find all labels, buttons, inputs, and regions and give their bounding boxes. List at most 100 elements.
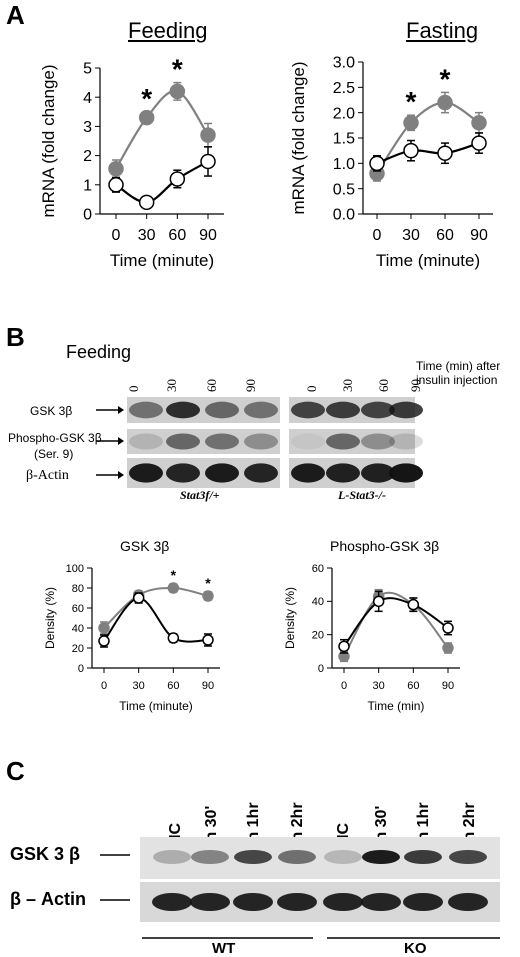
y-tick-label: 80: [72, 583, 84, 595]
blot-band: [166, 401, 200, 419]
y-axis-label: mRNA (fold change): [289, 61, 308, 214]
blot-strip: [127, 429, 280, 454]
group-ko: KO: [404, 940, 427, 957]
x-tick-label: 60: [407, 680, 419, 692]
data-point: [442, 622, 454, 634]
blot-band: [234, 850, 272, 864]
data-point: [403, 142, 419, 159]
x-axis-label: Time (minute): [110, 251, 214, 270]
series-line: [103, 586, 209, 629]
blot-band: [233, 893, 273, 911]
row-label-gsk3b: GSK 3β: [30, 404, 73, 418]
panel-a-letter: A: [6, 0, 25, 30]
blot-band: [278, 850, 316, 864]
significance-star: *: [440, 63, 451, 94]
y-tick-label: 60: [72, 603, 84, 615]
y-tick-label: 40: [312, 596, 324, 608]
blot-band: [404, 850, 442, 864]
y-tick-label: 3.0: [333, 55, 355, 72]
blot-band: [191, 850, 229, 864]
feeding-mrna-chart: 0 1 2 3 4 5 0 30 60 90 Time (minute) mRNA (fold cha…: [39, 54, 224, 270]
x-tick-label: 90: [442, 680, 454, 692]
y-tick-label: 20: [312, 630, 324, 642]
y-tick-label: 40: [72, 623, 84, 635]
data-point: [372, 595, 385, 608]
series-line: [103, 596, 209, 643]
blot-band: [205, 433, 239, 450]
y-tick-label: 20: [72, 643, 84, 655]
data-point: [98, 635, 110, 647]
blot-band: [361, 463, 395, 483]
y-tick-label: 0: [78, 663, 84, 675]
data-point: [200, 153, 216, 170]
row-label-actin: β-Actin: [26, 468, 69, 483]
panel-c-letter: C: [6, 756, 25, 786]
row-label-phospho: Phospho-GSK 3β: [8, 431, 102, 445]
significance-star: *: [141, 83, 152, 114]
y-tick-label: 0: [83, 207, 92, 224]
blot-band: [326, 401, 360, 419]
row-c-gsk3b: GSK 3 β: [10, 844, 81, 864]
genotype-right: L-Stat3-/-: [338, 488, 386, 502]
fasting-chart-title: Fasting: [406, 18, 479, 43]
blot-band: [326, 463, 360, 483]
blot-band: [190, 893, 230, 911]
blot-band: [277, 893, 317, 911]
arrow-icon: [96, 437, 124, 445]
data-point: [369, 155, 385, 172]
y-tick-label: 100: [66, 563, 84, 575]
blot-band: [324, 850, 362, 864]
y-axis-label: mRNA (fold change): [39, 64, 58, 217]
data-point: [169, 171, 186, 187]
series-line: [343, 591, 449, 657]
blot-band: [323, 893, 363, 911]
x-tick-label: 90: [470, 227, 488, 244]
data-point: [442, 642, 454, 654]
x-axis-label: Time (minute): [376, 251, 480, 270]
blot-band: [244, 433, 278, 450]
row-label-ser9: (Ser. 9): [34, 447, 74, 461]
significance-star: *: [172, 54, 183, 85]
row-c-actin: β – Actin: [10, 889, 86, 909]
arrow-icon: [96, 406, 124, 414]
x-tick-label: 60: [436, 227, 454, 244]
series-line: [376, 142, 480, 165]
series-line: [115, 160, 209, 204]
data-point: [138, 109, 155, 126]
data-point: [437, 94, 453, 111]
series-line: [343, 597, 449, 647]
data-point: [471, 115, 487, 131]
lane-right-30: 30: [340, 379, 355, 392]
data-point: [202, 634, 214, 646]
blot-band: [361, 401, 395, 419]
x-tick-label: 60: [168, 227, 186, 244]
y-tick-label: 3: [83, 119, 92, 136]
data-point: [138, 194, 155, 211]
blot-band: [449, 850, 487, 864]
lane-right-0: 0: [304, 385, 319, 393]
genotype-left: Stat3f/+: [180, 488, 220, 502]
blot-band: [129, 401, 163, 419]
x-tick-label: 0: [373, 227, 382, 244]
data-point: [108, 177, 124, 193]
y-tick-label: 0: [318, 663, 324, 675]
y-tick-label: 2: [83, 148, 92, 165]
blot-band: [403, 893, 443, 911]
western-blot-c: [100, 837, 500, 939]
panel-b-letter: B: [6, 322, 25, 352]
data-point: [108, 160, 124, 177]
y-tick-label: 1: [83, 177, 92, 194]
blot-band: [291, 463, 325, 483]
significance-star: *: [171, 567, 177, 583]
blot-feeding-title: Feeding: [66, 342, 132, 362]
blot-band: [361, 433, 395, 450]
data-point: [132, 592, 145, 604]
y-tick-label: 60: [312, 563, 324, 575]
blot-band: [129, 463, 163, 483]
lane-left-90: 90: [243, 379, 258, 392]
y-axis-label: Density (%): [283, 587, 297, 649]
x-tick-label: 30: [373, 680, 385, 692]
gsk3b-density-chart: 0 20 40 60 80 100 0 30 60 90 Time (minute) Density …: [43, 563, 220, 713]
blot-band: [326, 433, 360, 450]
lane-left-30: 30: [164, 379, 179, 392]
